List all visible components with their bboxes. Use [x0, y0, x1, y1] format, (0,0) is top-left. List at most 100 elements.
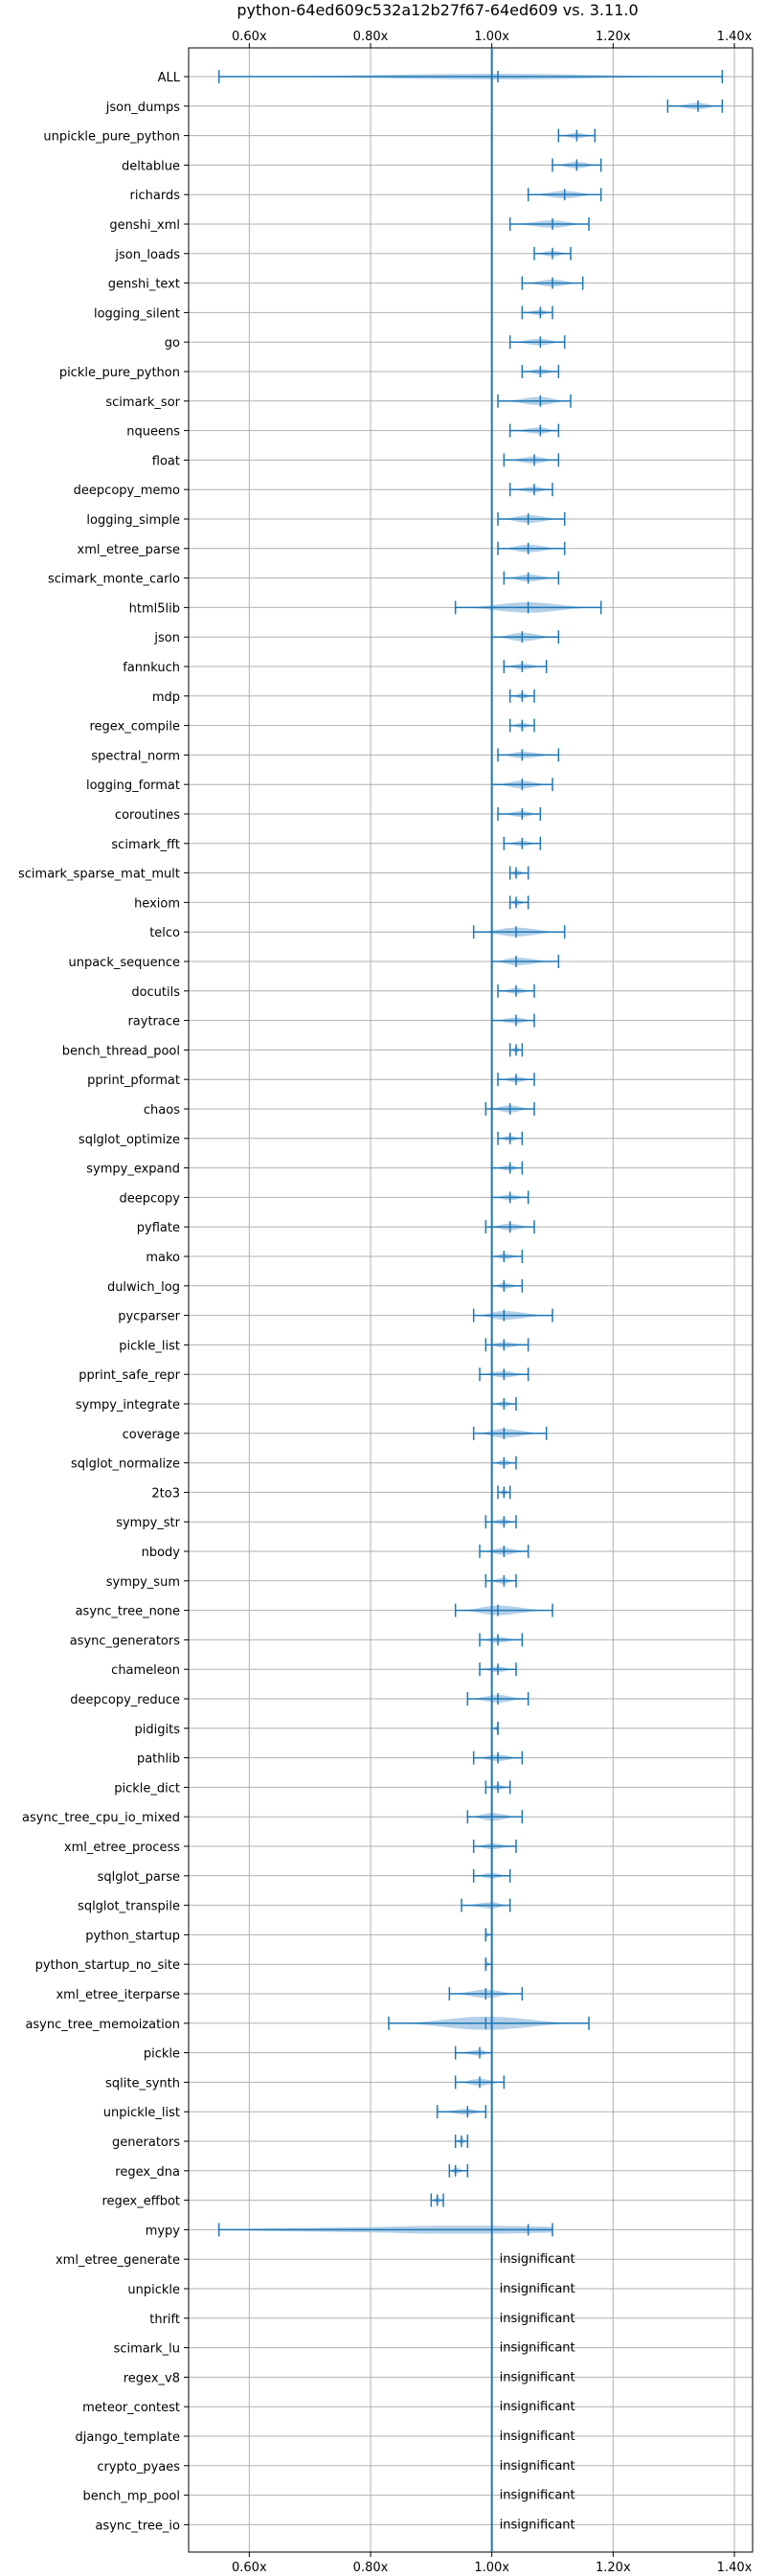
benchmark-label: unpickle [127, 2283, 180, 2297]
insignificant-label: insignificant [500, 2429, 575, 2444]
insignificant-label: insignificant [500, 2312, 575, 2326]
benchmark-label: pprint_pformat [87, 1073, 180, 1088]
benchmark-label: xml_etree_parse [78, 543, 180, 557]
benchmark-label: mdp [152, 690, 180, 705]
benchmark-label: 2to3 [151, 1486, 180, 1501]
benchmark-label: scimark_sor [105, 395, 180, 410]
axes-frame [188, 47, 754, 2553]
benchmark-label: async_tree_cpu_io_mixed [22, 1811, 180, 1825]
benchmark-label: logging_simple [86, 513, 180, 528]
benchmark-label: deltablue [122, 159, 180, 173]
insignificant-label: insignificant [500, 2282, 575, 2296]
benchmark-label: sympy_integrate [76, 1398, 180, 1412]
benchmark-label: json [153, 631, 180, 645]
benchmark-label: dulwich_log [107, 1280, 180, 1295]
chart-title: python-64ed609c532a12b27f67-64ed609 vs. … [237, 1, 638, 19]
benchmark-label: thrift [149, 2313, 180, 2327]
benchmark-label: richards [130, 189, 181, 203]
insignificant-label: insignificant [500, 2370, 575, 2384]
benchmark-label: generators [112, 2135, 180, 2150]
x-tick-label-top: 0.60x [232, 30, 267, 44]
benchmark-label: crypto_pyaes [97, 2460, 180, 2474]
benchmark-label: fannkuch [123, 661, 180, 675]
benchmark-label: deepcopy_reduce [70, 1693, 180, 1707]
benchmark-label: sqlglot_normalize [71, 1457, 180, 1472]
benchmark-label: pycparser [118, 1310, 180, 1324]
benchmark-label: regex_dna [115, 2165, 180, 2180]
benchmark-label: regex_compile [89, 720, 180, 734]
benchmark-label: unpickle_pure_python [43, 130, 180, 145]
benchmark-label: pprint_safe_repr [79, 1368, 180, 1383]
insignificant-label: insignificant [500, 2489, 575, 2503]
benchmark-label: xml_etree_iterparse [56, 1988, 180, 2002]
benchmark-label: pidigits [135, 1723, 181, 1737]
benchmark-label: regex_v8 [124, 2371, 180, 2385]
plot-area: 0.60x 0.60x 0.80x 0.80x 1.00x 1.00x 1.20x 1.20x… [18, 30, 754, 2575]
benchmark-label: pyflate [137, 1221, 180, 1235]
insignificant-label: insignificant [500, 2252, 575, 2267]
benchmark-label: regex_effbot [101, 2195, 180, 2209]
benchmark-label: json_dumps [105, 101, 180, 115]
benchmark-label: nbody [142, 1546, 181, 1560]
benchmark-label: async_tree_io [95, 2519, 180, 2533]
benchmark-label: genshi_xml [109, 218, 180, 233]
benchmark-label: sympy_sum [106, 1575, 180, 1590]
benchmark-label: sqlglot_transpile [78, 1900, 180, 1914]
benchmark-label: xml_etree_process [64, 1841, 180, 1855]
benchmark-label: scimark_sparse_mat_mult [18, 868, 180, 882]
benchmark-label: nqueens [126, 425, 180, 440]
benchmark-label: unpickle_list [103, 2106, 180, 2120]
benchmark-label: coroutines [115, 808, 180, 823]
x-tick-label-bottom: 0.60x [232, 2561, 267, 2575]
benchmark-label: async_tree_memoization [25, 2018, 180, 2032]
benchmark-label: float [152, 454, 180, 468]
benchmark-label: hexiom [134, 896, 180, 911]
benchmark-label: sqlite_synth [105, 2076, 180, 2090]
benchmark-label: raytrace [127, 1015, 180, 1029]
benchmark-label: telco [149, 926, 180, 940]
benchmark-label: sympy_str [116, 1516, 180, 1530]
benchmark-label: sympy_expand [86, 1163, 180, 1177]
benchmark-label: mako [146, 1251, 180, 1265]
benchmark-label: chaos [144, 1103, 180, 1118]
benchmark-label: python_startup [85, 1929, 180, 1943]
insignificant-label: insignificant [500, 2341, 575, 2356]
insignificant-label: insignificant [500, 2459, 575, 2474]
benchmark-label: ALL [158, 71, 181, 85]
x-tick-label-bottom: 1.00x [474, 2561, 509, 2575]
x-tick-label-top: 1.40x [717, 30, 753, 44]
benchmark-label: pathlib [137, 1752, 180, 1767]
benchmark-label: python_startup_no_site [35, 1958, 180, 1973]
benchmark-label: xml_etree_generate [56, 2253, 180, 2268]
benchmark-label: sqlglot_parse [98, 1870, 180, 1885]
benchmark-label: django_template [76, 2430, 180, 2445]
x-tick-label-bottom: 0.80x [353, 2561, 389, 2575]
benchmark-label: spectral_norm [91, 749, 180, 763]
x-tick-label-top: 0.80x [353, 30, 389, 44]
insignificant-label: insignificant [500, 2518, 575, 2532]
benchmark-label: json_loads [114, 248, 180, 262]
benchmark-label: unpack_sequence [68, 956, 180, 970]
x-tick-label-bottom: 1.20x [596, 2561, 631, 2575]
benchmark-label: mypy [146, 2224, 181, 2238]
benchmark-label: html5lib [129, 601, 180, 616]
x-tick-label-bottom: 1.40x [717, 2561, 753, 2575]
benchmark-label: chameleon [111, 1663, 180, 1678]
benchmark-label: deepcopy_memo [74, 484, 180, 498]
benchmark-label: docutils [131, 985, 180, 1000]
benchmark-label: async_generators [70, 1634, 181, 1648]
benchmark-label: coverage [123, 1428, 180, 1442]
benchmark-label: async_tree_none [76, 1605, 180, 1619]
insignificant-label: insignificant [500, 2400, 575, 2414]
benchmark-label: genshi_text [108, 278, 180, 292]
benchmark-label: logging_format [86, 779, 180, 793]
benchmark-label: bench_mp_pool [82, 2490, 180, 2504]
benchmark-label: bench_thread_pool [62, 1044, 180, 1058]
benchmark-label: pickle [144, 2047, 180, 2062]
x-tick-label-top: 1.20x [596, 30, 631, 44]
benchmark-label: pickle_list [119, 1339, 180, 1353]
benchmark-label: scimark_monte_carlo [48, 573, 180, 587]
benchmark-label: sqlglot_optimize [79, 1133, 180, 1147]
benchmark-label: go [165, 336, 180, 350]
